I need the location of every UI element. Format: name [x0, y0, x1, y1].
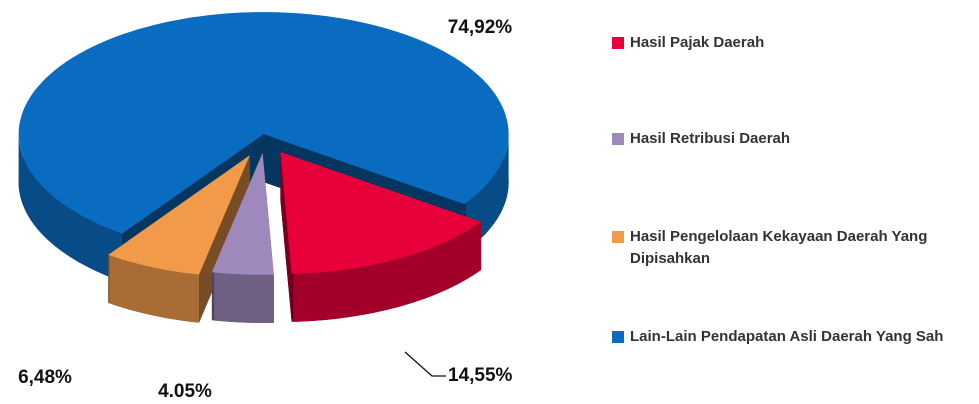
legend-label: Lain-Lain Pendapatan Asli Daerah Yang Sa… [630, 328, 944, 345]
legend-item: Lain-Lain Pendapatan Asli Daerah Yang Sa… [612, 326, 979, 348]
slice-wall [293, 221, 482, 322]
slice [280, 152, 482, 274]
legend-label: Hasil Pengelolaan Kekayaan Daerah Yang D… [630, 228, 928, 267]
slice-side [280, 152, 292, 322]
legend-swatch [612, 231, 624, 243]
slice [18, 12, 509, 234]
legend-item: Hasil Pajak Daerah [612, 32, 979, 54]
slice [280, 152, 482, 322]
value-label: 4.05% [158, 381, 212, 402]
slice [108, 155, 250, 323]
leader-line [404, 351, 446, 377]
legend-swatch [612, 331, 624, 343]
slice-wall [214, 272, 274, 323]
legend-item: Hasil Retribusi Daerah [612, 128, 979, 150]
slice [211, 152, 274, 275]
value-label: 14,55% [448, 365, 513, 386]
slice [108, 155, 250, 275]
slice [211, 152, 274, 323]
legend-item: Hasil Pengelolaan Kekayaan Daerah Yang D… [612, 226, 979, 270]
slice-wall [18, 135, 123, 282]
legend-swatch [612, 133, 624, 145]
value-label: 74,92% [448, 17, 513, 38]
legend-swatch [612, 37, 624, 49]
slice-wall [109, 255, 199, 323]
legend-label: Hasil Pajak Daerah [630, 34, 765, 51]
value-label: 6,48% [18, 367, 72, 388]
chart: 14,55% 4.05% 6,48% 74,92% [18, 12, 513, 402]
legend-label: Hasil Retribusi Daerah [630, 130, 791, 147]
